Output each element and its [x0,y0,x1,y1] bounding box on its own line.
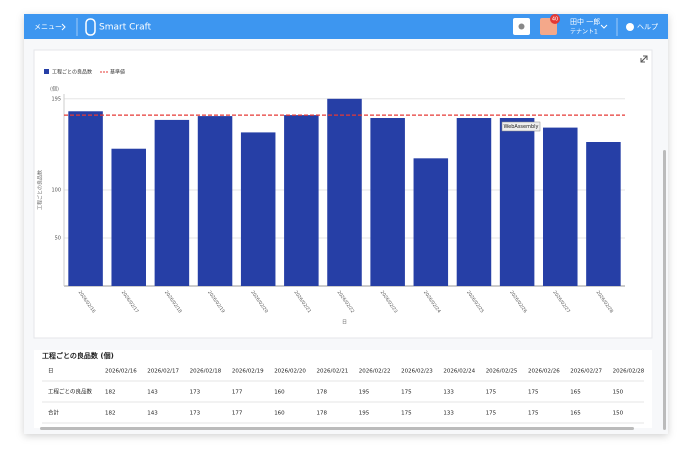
tooltip-box [501,121,541,132]
table-cell: 175 [401,390,412,396]
bar [370,118,405,286]
table-cell: 133 [443,411,454,417]
legend-swatch [44,69,49,74]
top-bar [24,14,668,39]
table-header: 2026/02/22 [359,369,391,375]
table-cell: 173 [190,411,201,417]
table-cell: 182 [105,390,116,396]
y-tick-label: 100 [51,188,61,194]
table-cell: 177 [232,411,243,417]
badge [550,14,560,24]
table-cell: 175 [401,411,412,417]
bar [327,98,362,286]
table-cell: 175 [486,390,497,396]
table-cell: 160 [274,411,285,417]
table-cell: 133 [443,390,454,396]
table-cell: 175 [528,390,539,396]
table-header: 2026/02/23 [401,369,433,375]
table-cell: 150 [613,390,624,396]
table-title: 工程ごとの良品数 (個) [42,351,114,360]
legend-label: 工程ごとの良品数 [52,69,92,76]
brand: Smart Craft [99,23,152,33]
table-cell: 150 [613,411,624,417]
bar [68,111,103,286]
table-header: 2026/02/24 [443,369,475,375]
tooltip: WebAssembly [504,124,539,130]
expand-icon[interactable] [640,55,648,63]
table-header: 日 [48,368,54,375]
bar [284,115,319,287]
table-cell: 143 [147,390,158,396]
bar [413,158,449,286]
table-cell: 175 [528,411,539,417]
y-axis-label: 工程ごとの良品数 [37,170,44,210]
v-scrollbar[interactable] [663,150,666,430]
tenant: テナント1 [570,29,598,36]
h-scrollbar[interactable] [40,427,634,430]
bar [111,148,146,286]
table-cell: 160 [274,390,285,396]
legend-label: 基準値 [110,69,125,76]
table-header: 2026/02/20 [274,369,306,375]
table-header: 2026/02/16 [105,369,137,375]
table-row-label: 工程ごとの良品数 [48,388,92,396]
table-cell: 143 [147,411,158,417]
table-header: 2026/02/27 [570,369,602,375]
table-header: 2026/02/17 [147,369,179,375]
table-header: 2026/02/21 [317,369,349,375]
menu-arrow [61,23,66,31]
table-row-label: 合計 [48,409,60,417]
bar [197,116,233,286]
user-caret [600,24,608,29]
table-cell: 195 [359,390,370,396]
table-header: 2026/02/25 [486,369,518,375]
table-cell: 165 [570,411,581,417]
table-cell: 178 [317,390,328,396]
bar [499,118,535,286]
logo [85,18,96,36]
bar [456,118,492,286]
badge-count: 40 [552,17,558,23]
table-cell: 195 [359,411,370,417]
bar [543,127,578,286]
y-unit: (個) [50,86,59,93]
table-header: 2026/02/26 [528,369,560,375]
table-cell: 173 [190,390,201,396]
bar [586,142,621,286]
bell-icon [518,23,525,30]
table-cell: 177 [232,390,243,396]
table-card [34,350,652,428]
y-tick-label: 195 [51,96,61,102]
x-axis-label: 日 [342,320,347,326]
table-cell: 178 [317,411,328,417]
user-name[interactable]: 田中 一郎 [570,17,600,26]
table-cell: 165 [570,390,581,396]
help[interactable]: ヘルプ [637,23,658,31]
table-cell: 182 [105,411,116,417]
bar [154,119,190,286]
table-cell: 175 [486,411,497,417]
table-header: 2026/02/18 [190,369,222,375]
help-icon [626,23,634,31]
bar [240,132,276,286]
table-header: 2026/02/19 [232,369,264,375]
table-header: 2026/02/28 [613,369,645,375]
menu[interactable]: メニュー [34,23,62,31]
y-tick-label: 50 [55,236,61,242]
